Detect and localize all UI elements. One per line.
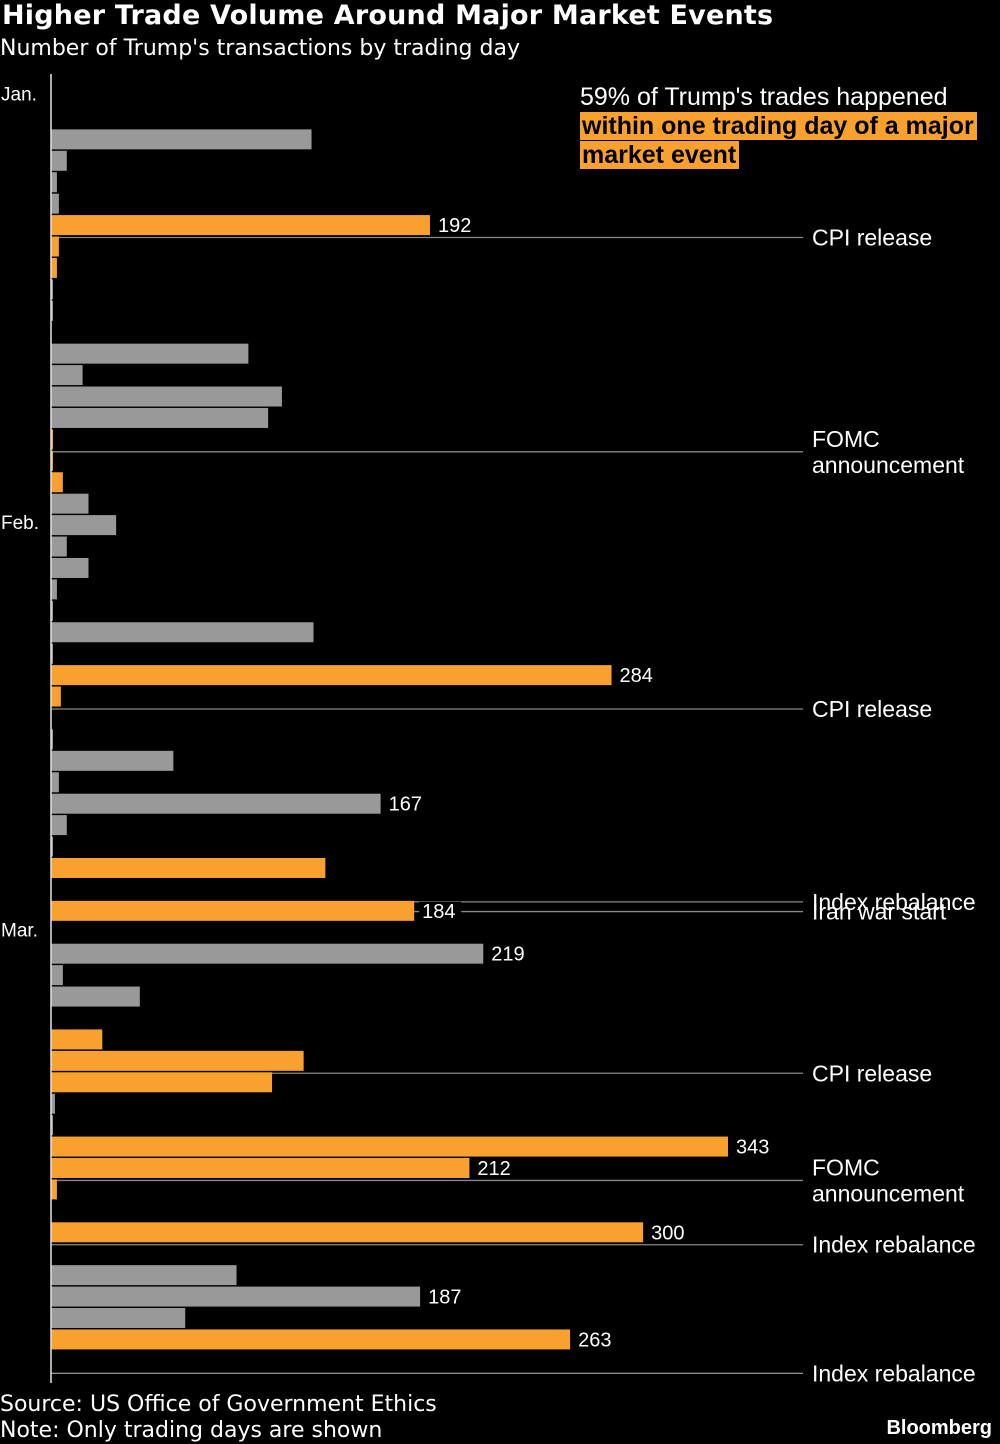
value-label-bg bbox=[425, 1287, 468, 1306]
trading-day-bar bbox=[51, 343, 249, 364]
trading-day-bar bbox=[51, 943, 484, 964]
value-label: 300 bbox=[651, 1222, 684, 1244]
trading-day-bar bbox=[51, 729, 53, 750]
value-label: 343 bbox=[736, 1137, 769, 1159]
data-note: Note: Only trading days are shown bbox=[0, 1418, 383, 1443]
event-day-bar bbox=[51, 236, 59, 257]
trading-day-bar bbox=[51, 493, 89, 514]
event-day-bar bbox=[51, 1072, 273, 1093]
month-label: Mar. bbox=[1, 920, 38, 941]
trading-day-bar bbox=[51, 1115, 53, 1136]
source-note: Source: US Office of Government Ethics bbox=[0, 1392, 437, 1417]
value-label-bg bbox=[419, 901, 462, 920]
bars bbox=[51, 129, 728, 1350]
event-day-bar bbox=[51, 257, 57, 278]
event-day-bar bbox=[51, 1179, 57, 1200]
trading-day-bar bbox=[51, 643, 53, 664]
event-day-bar bbox=[51, 429, 53, 450]
value-label: 187 bbox=[428, 1287, 461, 1309]
trading-day-bar bbox=[51, 407, 269, 428]
trading-day-bar bbox=[51, 536, 67, 557]
event-day-bar bbox=[51, 900, 415, 921]
event-label: announcement bbox=[812, 452, 965, 478]
event-day-bar bbox=[51, 1329, 571, 1350]
event-label: CPI release bbox=[812, 696, 932, 722]
callout-highlight-1: within one trading day of a major bbox=[580, 112, 977, 140]
event-day-bar bbox=[51, 1050, 304, 1071]
event-day-bar bbox=[51, 1029, 103, 1050]
trading-day-bar bbox=[51, 1286, 421, 1307]
month-label: Feb. bbox=[1, 513, 39, 534]
event-day-bar bbox=[51, 857, 326, 878]
value-label: 219 bbox=[491, 944, 524, 966]
event-day-bar bbox=[51, 665, 612, 686]
trading-day-bar bbox=[51, 365, 83, 386]
trading-day-bar bbox=[51, 1093, 55, 1114]
trading-day-bar bbox=[51, 750, 174, 771]
brand-logo: Bloomberg bbox=[886, 1417, 992, 1439]
event-label: Index rebalance bbox=[812, 1232, 976, 1258]
value-label: 284 bbox=[620, 665, 653, 687]
event-label: CPI release bbox=[812, 225, 932, 251]
value-label-bg bbox=[488, 944, 531, 963]
trading-day-bar bbox=[51, 557, 89, 578]
trading-day-bar bbox=[51, 579, 57, 600]
trading-day-bar bbox=[51, 836, 53, 857]
value-label-bg bbox=[385, 794, 428, 813]
trading-day-bar bbox=[51, 193, 59, 214]
trading-day-bar bbox=[51, 965, 63, 986]
event-label: Index rebalance bbox=[812, 1360, 976, 1386]
value-label: 184 bbox=[422, 901, 455, 923]
trading-day-bar bbox=[51, 300, 53, 321]
trading-day-bar bbox=[51, 279, 53, 300]
value-label: 167 bbox=[389, 794, 422, 816]
chart-title: Higher Trade Volume Around Major Market … bbox=[2, 0, 774, 31]
value-label-bg bbox=[575, 1330, 618, 1349]
event-label: CPI release bbox=[812, 1060, 932, 1086]
trading-day-bar bbox=[51, 150, 67, 171]
value-label-bg bbox=[733, 1137, 775, 1156]
value-label: 212 bbox=[477, 1158, 510, 1180]
value-labels: 192 284 167 184 219 343 212 300 187 263 bbox=[385, 215, 775, 1351]
value-label-bg bbox=[434, 216, 477, 235]
trading-day-bar bbox=[51, 772, 59, 793]
month-labels: Jan. Feb. Mar. bbox=[1, 85, 39, 942]
trading-day-bar bbox=[51, 600, 53, 621]
value-label-bg bbox=[616, 666, 659, 685]
trading-day-bar bbox=[51, 172, 57, 193]
event-day-bar bbox=[51, 1158, 470, 1178]
callout-highlight-2: market event bbox=[580, 141, 740, 169]
event-day-bar bbox=[51, 215, 430, 236]
event-label: announcement bbox=[812, 1180, 965, 1206]
event-day-bar bbox=[51, 1136, 728, 1157]
month-label: Jan. bbox=[1, 85, 37, 106]
event-day-bar bbox=[51, 1222, 644, 1243]
event-day-bar bbox=[51, 450, 53, 471]
event-label: FOMC bbox=[812, 1154, 880, 1180]
trading-day-bar bbox=[51, 986, 140, 1007]
trading-day-bar bbox=[51, 129, 312, 150]
callout-line-1: 59% of Trump's trades happened bbox=[580, 83, 948, 111]
event-label: Index rebalance bbox=[812, 889, 976, 915]
trading-day-bar bbox=[51, 515, 117, 536]
event-day-bar bbox=[51, 472, 63, 493]
event-day-bar bbox=[51, 686, 61, 707]
event-label: Iran war start bbox=[812, 899, 947, 925]
value-label-bg bbox=[648, 1223, 691, 1242]
trading-day-bar bbox=[51, 1308, 186, 1329]
callout-annotation: 59% of Trump's trades happened within on… bbox=[580, 83, 977, 170]
event-label: FOMC bbox=[812, 426, 880, 452]
value-label-bg bbox=[474, 1159, 517, 1177]
trading-day-bar bbox=[51, 1265, 237, 1286]
trading-day-bar bbox=[51, 622, 314, 643]
chart-subtitle: Number of Trump's transactions by tradin… bbox=[0, 36, 520, 61]
value-label: 192 bbox=[438, 215, 471, 237]
trading-day-bar bbox=[51, 793, 381, 814]
trading-day-bar bbox=[51, 815, 67, 836]
footer-notes: Source: US Office of Government Ethics N… bbox=[0, 1392, 437, 1444]
trading-day-bar bbox=[51, 386, 282, 407]
value-label: 263 bbox=[578, 1329, 611, 1351]
